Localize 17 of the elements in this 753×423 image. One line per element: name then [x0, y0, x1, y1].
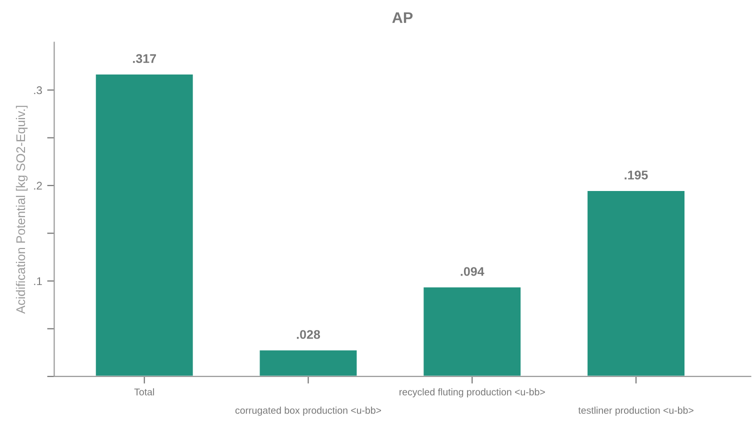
x-tick-label: testliner production <u-bb> — [578, 406, 694, 416]
data-label: .195 — [624, 170, 648, 180]
y-axis-title: Acidification Potential [kg SO2-Equiv.] — [16, 106, 28, 314]
bar — [258, 349, 358, 376]
x-tick-label: Total — [134, 388, 154, 396]
bar — [586, 190, 686, 376]
y-tick-label: .1 — [34, 277, 42, 286]
y-tick-label: .2 — [34, 182, 42, 190]
bar — [94, 73, 194, 376]
chart-title: AP — [392, 12, 413, 23]
bar — [422, 286, 522, 376]
data-label: .317 — [133, 54, 156, 64]
data-label: .094 — [460, 267, 484, 276]
data-label: .028 — [296, 330, 320, 339]
x-tick-label: corrugated box production <u-bb> — [235, 406, 382, 416]
x-tick-label: recycled fluting production <u-bb> — [400, 388, 545, 398]
y-tick-label: .3 — [34, 86, 42, 94]
